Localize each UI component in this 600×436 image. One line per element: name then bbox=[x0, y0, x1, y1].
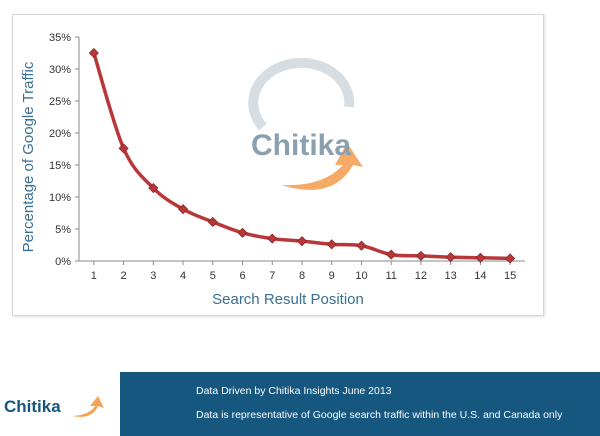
data-point-marker bbox=[296, 236, 308, 247]
x-tick-label: 12 bbox=[415, 270, 427, 282]
y-tick-label: 10% bbox=[49, 192, 71, 204]
chitika-watermark-logo: Chitika bbox=[248, 57, 363, 190]
y-tick-label: 20% bbox=[49, 128, 71, 140]
watermark-ring-icon bbox=[248, 57, 355, 131]
data-point-marker bbox=[88, 47, 99, 59]
x-tick-label: 14 bbox=[474, 270, 486, 282]
x-tick-label: 10 bbox=[355, 270, 367, 282]
series-markers bbox=[88, 47, 516, 264]
data-point-marker bbox=[207, 216, 218, 228]
x-tick-label: 3 bbox=[150, 270, 156, 282]
x-tick-label: 7 bbox=[269, 270, 275, 282]
x-tick-label: 13 bbox=[445, 270, 457, 282]
data-point-marker bbox=[148, 182, 159, 194]
footer-band bbox=[120, 372, 600, 436]
footer-logo-text: Chitika bbox=[4, 397, 61, 416]
footer-source-text: Data Driven by Chitika Insights June 201… bbox=[196, 385, 392, 397]
data-point-marker bbox=[505, 253, 516, 264]
x-tick-label: 1 bbox=[91, 270, 97, 282]
y-tick-label: 5% bbox=[55, 224, 71, 236]
y-tick-label: 25% bbox=[49, 96, 71, 108]
data-point-marker bbox=[237, 227, 248, 238]
data-point-marker bbox=[118, 143, 129, 154]
data-point-marker bbox=[475, 252, 486, 263]
y-tick-label: 35% bbox=[49, 32, 71, 44]
data-point-marker bbox=[386, 249, 397, 260]
watermark-arrow-icon bbox=[281, 143, 363, 190]
y-tick-label: 0% bbox=[55, 256, 71, 268]
x-tick-label: 5 bbox=[210, 270, 216, 282]
x-tick-label: 9 bbox=[329, 270, 335, 282]
data-point-marker bbox=[415, 250, 426, 261]
data-point-marker bbox=[267, 233, 278, 244]
y-tick-label: 15% bbox=[49, 160, 71, 172]
x-axis-ticks: 1 2 3 4 5 6 7 8 9 10 11 12 13 14 15 bbox=[91, 261, 516, 282]
x-tick-label: 4 bbox=[180, 270, 186, 282]
y-tick-label: 30% bbox=[49, 64, 71, 76]
y-axis-ticks: 0% 5% 10% 15% 20% 25% 30% 35% bbox=[49, 32, 79, 268]
data-point-marker bbox=[445, 252, 456, 263]
x-tick-label: 8 bbox=[299, 270, 305, 282]
x-tick-label: 15 bbox=[504, 270, 516, 282]
footer-logo: Chitika bbox=[2, 384, 132, 424]
x-tick-label: 11 bbox=[385, 270, 396, 282]
x-axis-label: Search Result Position bbox=[212, 291, 364, 308]
footer-note-text: Data is representative of Google search … bbox=[196, 409, 563, 421]
footer-logo-arrow-icon bbox=[72, 396, 104, 417]
data-point-marker bbox=[178, 204, 189, 215]
y-axis-label: Percentage of Google Traffic bbox=[20, 61, 37, 252]
watermark-brand-text: Chitika bbox=[251, 129, 351, 162]
data-point-marker bbox=[356, 240, 367, 251]
x-tick-label: 2 bbox=[121, 270, 127, 282]
data-point-marker bbox=[326, 239, 337, 250]
x-tick-label: 6 bbox=[239, 270, 245, 282]
